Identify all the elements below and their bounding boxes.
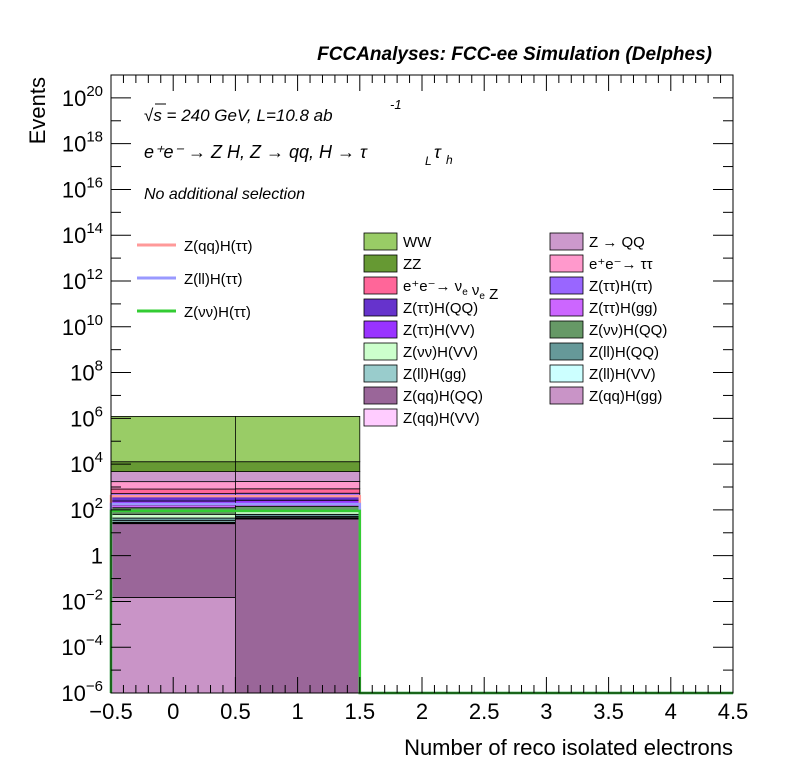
bar-z-qq-h-qq--bin0: [110, 523, 236, 598]
legend-swatch: [363, 342, 398, 361]
legend-entry-label: Z(qq)H(ττ): [184, 238, 253, 255]
legend-entry-label: Z(ll)H(ττ): [184, 271, 243, 288]
x-tick-label: 1.5: [345, 699, 376, 724]
y-tick-label: 1016: [62, 174, 103, 202]
legend-entry-label: Z(ττ)H(ττ): [589, 278, 653, 295]
legend-entry-label: WW: [403, 234, 432, 251]
y-axis-ticks: 10−6 10−4 10−2 1 102 104 106 108 1010 1012 1014 101…: [61, 74, 733, 706]
legend-swatch: [363, 408, 398, 427]
y-tick-label: 104: [70, 449, 103, 477]
energy-label: √s = 240 GeV, L=10.8 ab: [144, 106, 333, 125]
y-tick-label: 108: [70, 358, 103, 386]
legend-entry-label: Z(ll)H(VV): [589, 366, 656, 383]
y-tick-label: 1020: [62, 83, 103, 111]
legend: Z(qq)H(ττ) Z(ll)H(ττ) Z(νν)H(ττ) WW ZZ e⁺e⁻→ …: [137, 232, 667, 427]
process-tau2: τ: [434, 142, 442, 162]
legend-swatch: [549, 386, 584, 405]
legend-swatch: [549, 364, 584, 383]
x-tick-label: 3.5: [593, 699, 624, 724]
legend-entry-label: Z(ττ)H(gg): [589, 300, 658, 317]
legend-swatch: [549, 276, 584, 295]
x-axis-label: Number of reco isolated electrons: [404, 735, 733, 760]
legend-swatch: [549, 298, 584, 317]
y-axis-label: Events: [25, 77, 50, 144]
process-sub-h: h: [446, 153, 453, 167]
y-tick-label: 1: [91, 544, 103, 569]
legend-swatch: [549, 342, 584, 361]
bar-e-e-e-e-z-bin1: [234, 488, 361, 494]
bar-ww-bin1: [234, 416, 361, 463]
legend-entry-label: e⁺e⁻→ νe νe Z: [403, 278, 498, 303]
legend-entry-label: e⁺e⁻→ ττ: [589, 256, 653, 273]
y-tick-label: 1018: [62, 129, 103, 157]
x-tick-label: 0: [167, 699, 179, 724]
energy-exponent: -1: [390, 97, 402, 112]
legend-swatch: [549, 232, 584, 251]
bar-e-e--bin1: [234, 481, 361, 490]
y-tick-label: 102: [70, 495, 103, 523]
legend-swatch: [363, 254, 398, 273]
process-text: e⁺e⁻ → Z H, Z → qq, H → τ: [144, 142, 368, 162]
legend-swatch: [363, 386, 398, 405]
bar-zz-bin0: [110, 461, 236, 472]
y-tick-label: 1012: [62, 266, 103, 294]
legend-entry-label: Z(qq)H(gg): [589, 388, 662, 405]
y-tick-label: 10−6: [61, 678, 103, 706]
legend-entry-label: Z(ll)H(gg): [403, 366, 466, 383]
bar-z-qq-h-qq--bin1: [234, 518, 361, 694]
legend-entry-label: Z(qq)H(QQ): [403, 388, 483, 405]
legend-entry-label: Z(ll)H(QQ): [589, 344, 659, 361]
legend-swatch: [549, 320, 584, 339]
bar-e-e--bin0: [110, 481, 236, 490]
legend-swatch: [363, 298, 398, 317]
y-tick-label: 1014: [62, 220, 103, 248]
bar-e-e-e-e-z-bin0: [110, 488, 236, 495]
legend-entry-label: Z → QQ: [589, 234, 645, 251]
legend-swatch: [363, 232, 398, 251]
legend-swatch: [363, 320, 398, 339]
y-tick-label: 1010: [62, 312, 103, 340]
bar-zz-bin1: [234, 461, 361, 472]
x-tick-label: 4: [665, 699, 677, 724]
y-tick-label: 10−4: [61, 632, 103, 660]
y-tick-label: 106: [70, 403, 103, 431]
legend-entry-label: Z(ττ)H(QQ): [403, 300, 478, 317]
legend-entry-label: Z(νν)H(ττ): [184, 304, 251, 321]
legend-entry-label: ZZ: [403, 256, 421, 273]
selection-label: No additional selection: [144, 186, 305, 203]
energy-text: √s = 240 GeV, L=10.8 ab: [144, 106, 333, 125]
legend-entry-label: Z(νν)H(VV): [403, 344, 478, 361]
bar-z-h-vv--bin0: [110, 513, 236, 519]
x-tick-label: 0.5: [220, 699, 251, 724]
x-tick-label: −0.5: [89, 699, 132, 724]
x-tick-label: 3: [540, 699, 552, 724]
x-tick-label: 1: [291, 699, 303, 724]
bar-z-qq-bin0: [110, 471, 236, 483]
process-sub-l: L: [425, 154, 432, 168]
legend-swatch: [363, 276, 398, 295]
legend-entry-label: Z(ττ)H(VV): [403, 322, 475, 339]
bar-z-qq-bin1: [234, 471, 361, 482]
x-axis-ticks: −0.5 0 0.5 1 1.5 2 2.5 3 3.5 4 4.5: [89, 75, 748, 724]
y-tick-label: 10−2: [61, 586, 103, 614]
legend-entry-label: Z(νν)H(QQ): [589, 322, 667, 339]
bar-z-h-gg--bin0: [110, 504, 236, 509]
x-tick-label: 2.5: [469, 699, 500, 724]
bar-ww-bin0: [110, 416, 236, 463]
legend-entry-label: Z(qq)H(VV): [403, 410, 480, 427]
x-tick-label: 2: [416, 699, 428, 724]
legend-swatch: [549, 254, 584, 273]
chart-title: FCCAnalyses: FCC-ee Simulation (Delphes): [317, 44, 712, 65]
process-label: e⁺e⁻ → Z H, Z → qq, H → τ: [144, 142, 368, 162]
x-tick-label: 4.5: [718, 699, 749, 724]
stacked-bars: [110, 416, 361, 694]
legend-swatch: [363, 364, 398, 383]
